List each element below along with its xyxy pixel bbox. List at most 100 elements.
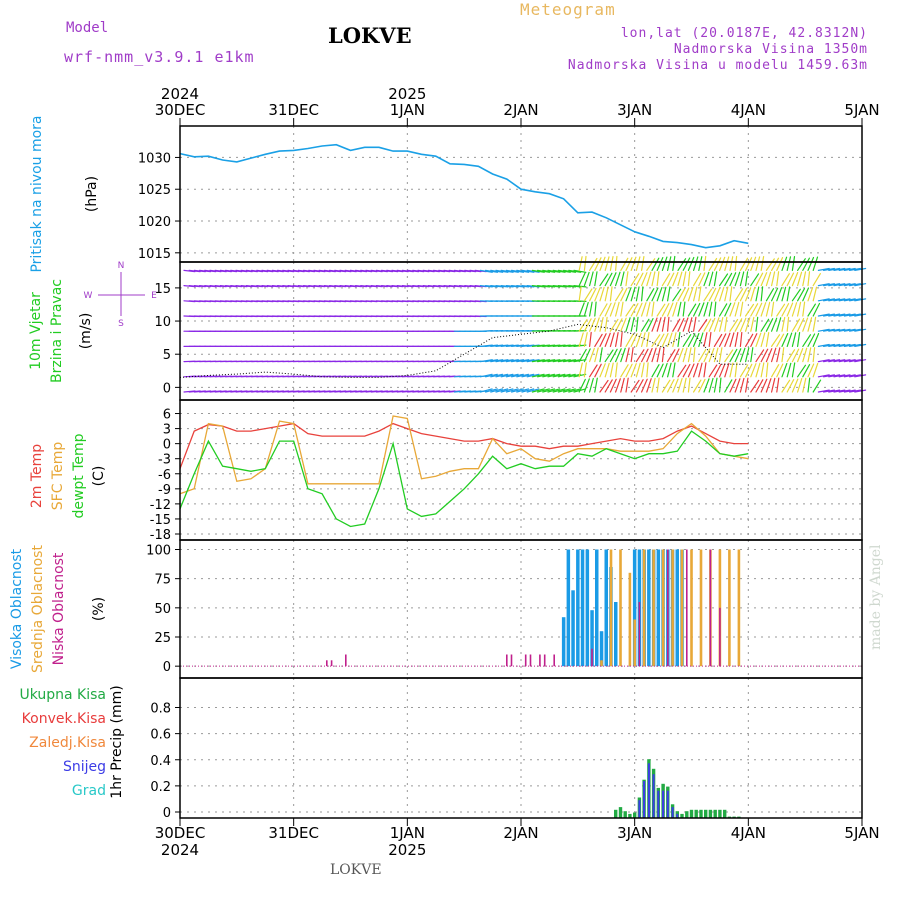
wind-barb bbox=[708, 301, 713, 317]
wind-barb bbox=[708, 257, 718, 271]
wind-barb bbox=[349, 269, 362, 273]
wind-barb bbox=[848, 283, 862, 287]
wind-barb bbox=[536, 269, 551, 273]
wind-barb bbox=[188, 269, 201, 273]
wind-barb bbox=[594, 333, 603, 347]
wind-barb bbox=[739, 301, 744, 317]
wind-barb bbox=[386, 269, 399, 273]
temp-ylabel-sfc: SFC Temp bbox=[50, 442, 66, 511]
wind-barb bbox=[786, 272, 795, 287]
y-tick-label: 3 bbox=[163, 423, 171, 438]
wind-barb bbox=[744, 363, 753, 378]
wind-barb bbox=[666, 349, 676, 363]
wind-barb bbox=[666, 302, 674, 317]
wind-barb bbox=[692, 362, 699, 378]
wind-barb bbox=[552, 373, 566, 378]
wind-barb bbox=[786, 362, 792, 378]
wind-barb bbox=[698, 362, 703, 378]
wind-barb bbox=[583, 332, 588, 347]
wind-barb bbox=[490, 269, 504, 273]
wind-barb bbox=[843, 267, 856, 271]
wind-barb bbox=[807, 333, 816, 347]
wind-barb bbox=[833, 374, 846, 378]
wind-barb bbox=[614, 332, 619, 347]
wind-barb bbox=[765, 288, 775, 302]
wind-barb bbox=[583, 362, 587, 378]
wind-barb bbox=[625, 347, 630, 363]
wind-barb bbox=[604, 332, 611, 347]
wind-barb bbox=[313, 269, 326, 273]
wind-barb bbox=[765, 332, 770, 347]
wind-barb bbox=[703, 378, 710, 393]
wind-barb bbox=[791, 272, 799, 287]
wind-barb bbox=[807, 303, 817, 317]
wind-barb bbox=[682, 317, 689, 332]
mid-cloud-bar bbox=[642, 549, 646, 667]
wind-barb bbox=[355, 269, 368, 273]
low-cloud-bar bbox=[510, 654, 513, 667]
wind-barb bbox=[796, 332, 801, 347]
wind-barb bbox=[661, 333, 669, 347]
wind-barb bbox=[708, 364, 718, 378]
wind-barb bbox=[776, 271, 780, 287]
low-cloud-bar bbox=[529, 654, 532, 667]
wind-barb bbox=[765, 348, 773, 363]
wind-barb bbox=[334, 269, 347, 273]
wind-barb bbox=[635, 272, 644, 287]
wind-barb bbox=[614, 362, 618, 378]
wind-barb bbox=[724, 332, 731, 347]
wind-barb bbox=[822, 267, 836, 271]
temp-unit: (C) bbox=[91, 466, 107, 487]
wind-barb bbox=[620, 347, 626, 363]
wind-barb bbox=[843, 283, 856, 287]
wind-barb bbox=[786, 332, 793, 347]
wind-barb bbox=[479, 373, 493, 378]
wind-barb bbox=[687, 303, 697, 317]
wind-barb bbox=[531, 388, 545, 393]
wind-barb bbox=[318, 269, 331, 273]
wind-barb bbox=[687, 286, 694, 302]
wind-barb bbox=[547, 359, 561, 363]
wind-barb bbox=[698, 286, 702, 302]
wind-barb bbox=[661, 273, 671, 287]
wind-barb bbox=[682, 347, 688, 363]
wind-barb bbox=[796, 378, 803, 393]
wind-barb bbox=[843, 313, 856, 317]
low-cloud-bar bbox=[543, 654, 546, 667]
wind-barb bbox=[485, 388, 498, 393]
wind-barb bbox=[640, 362, 645, 378]
wind-barb bbox=[292, 269, 305, 273]
wind-barb bbox=[495, 388, 509, 393]
wind-barb bbox=[245, 269, 258, 273]
wind-barb bbox=[516, 373, 530, 378]
wind-barb bbox=[838, 374, 851, 378]
wind-barb bbox=[854, 343, 867, 347]
wind-barb bbox=[786, 316, 790, 332]
wind-barb bbox=[822, 283, 836, 287]
y-tick-label: -15 bbox=[150, 513, 171, 528]
wind-barb bbox=[729, 332, 735, 347]
wind-barb bbox=[833, 328, 846, 332]
wind-barb bbox=[620, 377, 625, 393]
wind-barb bbox=[802, 257, 811, 271]
wind-barb bbox=[635, 302, 643, 317]
wind-barb bbox=[755, 272, 764, 287]
x-tick-label-top: 4JAN bbox=[731, 101, 766, 119]
wind-barb bbox=[854, 283, 867, 287]
cloud-ylabel-mid: Srednja Oblacnost bbox=[30, 545, 46, 673]
low-cloud-bar bbox=[345, 654, 347, 667]
y-tick-label: 0.2 bbox=[150, 780, 171, 795]
wind-barb bbox=[511, 269, 525, 273]
cloud-ylabel-high: Visoka Oblacnost bbox=[9, 548, 25, 669]
wind-barb bbox=[817, 359, 830, 363]
wind-barb bbox=[557, 373, 571, 378]
pressure-ylabel: Pritisak na nivou mora bbox=[29, 115, 45, 272]
wind-barb bbox=[261, 269, 274, 273]
wind-barb bbox=[583, 255, 587, 271]
rain-bar bbox=[708, 809, 713, 818]
wind-barb bbox=[786, 379, 795, 393]
wind-barb bbox=[692, 379, 702, 393]
wind-barb bbox=[776, 347, 781, 363]
wind-barb bbox=[214, 269, 227, 273]
wind-barb bbox=[381, 269, 394, 273]
